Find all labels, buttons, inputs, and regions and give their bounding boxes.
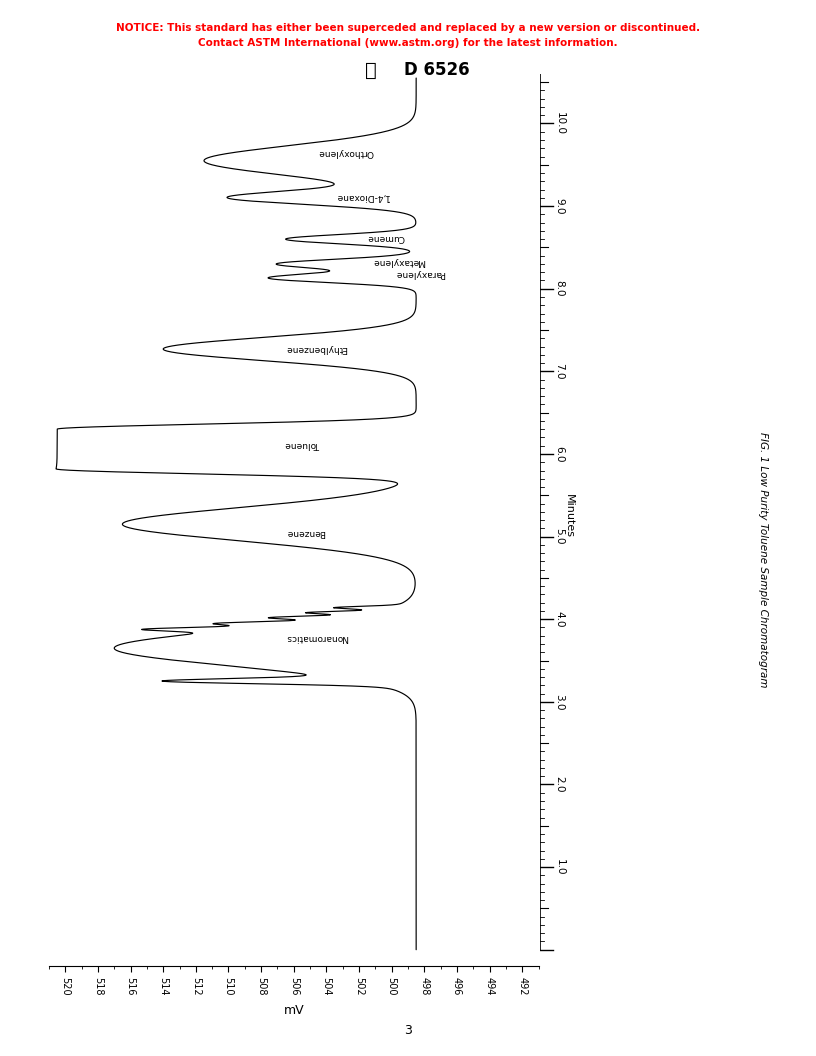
Text: 9.0: 9.0 (555, 197, 565, 214)
Text: 1.0: 1.0 (555, 859, 565, 875)
Text: 5.0: 5.0 (555, 528, 565, 545)
Text: 3: 3 (404, 1024, 412, 1037)
Text: NOTICE: This standard has either been superceded and replaced by a new version o: NOTICE: This standard has either been su… (116, 23, 700, 33)
Text: 4.0: 4.0 (555, 611, 565, 627)
Text: Contact ASTM International (www.astm.org) for the latest information.: Contact ASTM International (www.astm.org… (198, 38, 618, 48)
Text: D 6526: D 6526 (404, 61, 469, 79)
Text: Benzene: Benzene (286, 528, 325, 536)
Text: Metaxylene: Metaxylene (372, 257, 425, 266)
Text: 8.0: 8.0 (555, 281, 565, 297)
Text: 2.0: 2.0 (555, 776, 565, 793)
Text: FIG. 1 Low Purity Toluene Sample Chromatogram: FIG. 1 Low Purity Toluene Sample Chromat… (758, 432, 768, 687)
Text: 1,4-Dioxane: 1,4-Dioxane (335, 192, 389, 201)
Text: 7.0: 7.0 (555, 363, 565, 379)
X-axis label: mV: mV (283, 1003, 304, 1017)
Text: Paraxylene: Paraxylene (395, 269, 445, 279)
Text: Ethylbenzene: Ethylbenzene (286, 343, 348, 353)
Text: Orthoxylene: Orthoxylene (318, 148, 374, 157)
Text: Ⓐ: Ⓐ (366, 61, 377, 80)
Text: 6.0: 6.0 (555, 446, 565, 463)
Text: Minutes: Minutes (565, 494, 574, 538)
Text: Cumene: Cumene (367, 233, 405, 242)
Text: 3.0: 3.0 (555, 694, 565, 710)
Text: Toluene: Toluene (286, 439, 321, 449)
Text: 10.0: 10.0 (555, 112, 565, 135)
Text: Nonaromatics: Nonaromatics (286, 633, 348, 642)
